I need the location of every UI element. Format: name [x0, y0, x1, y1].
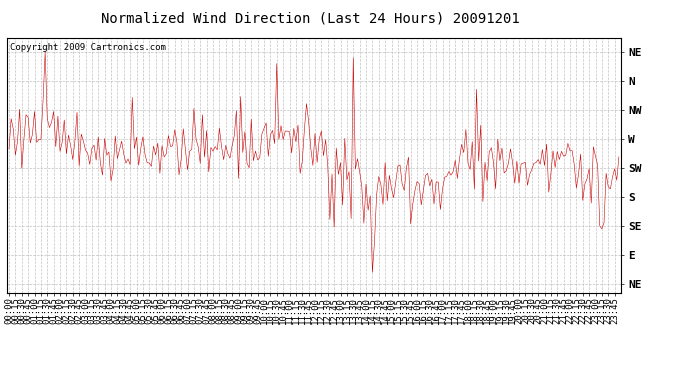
Text: Copyright 2009 Cartronics.com: Copyright 2009 Cartronics.com: [10, 43, 166, 52]
Text: Normalized Wind Direction (Last 24 Hours) 20091201: Normalized Wind Direction (Last 24 Hours…: [101, 11, 520, 25]
